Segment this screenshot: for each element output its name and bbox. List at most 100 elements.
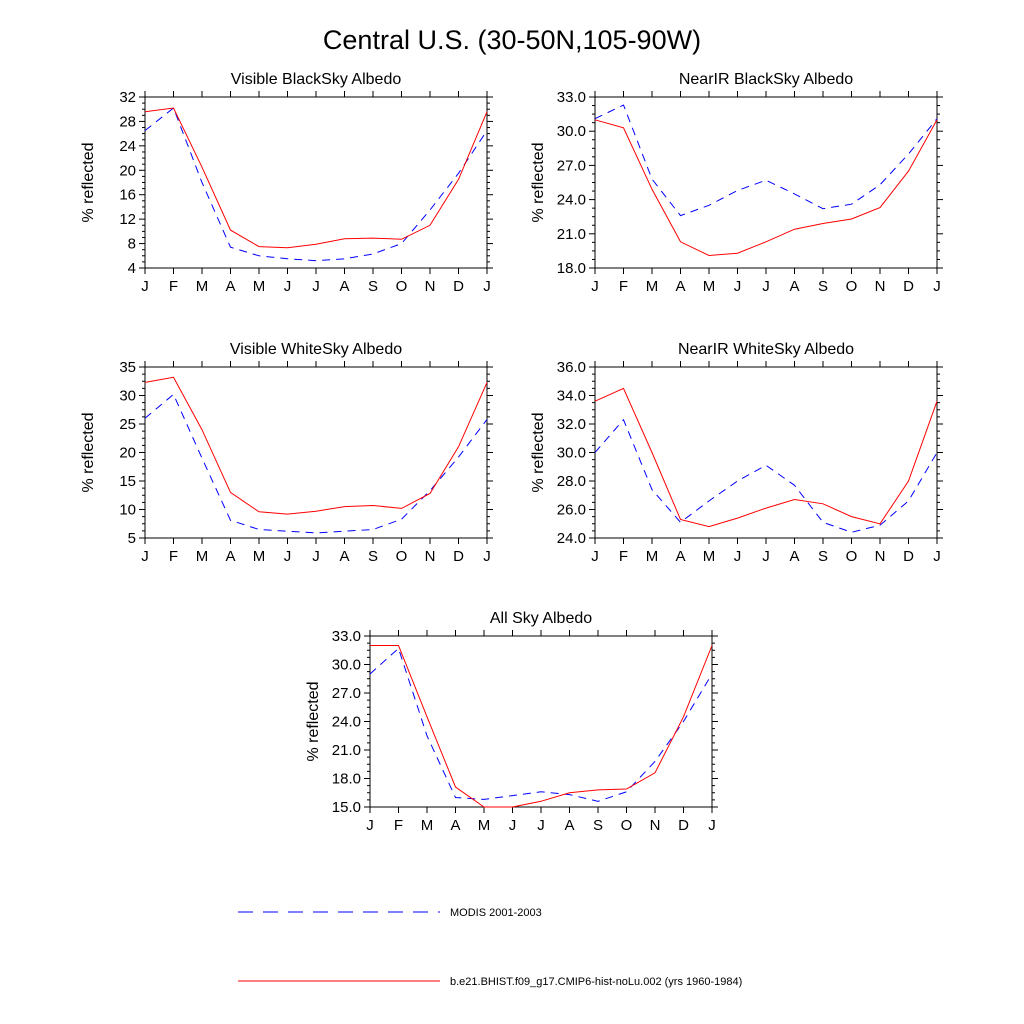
x-tick-label: N — [875, 278, 886, 295]
x-tick-label: A — [339, 278, 349, 295]
series-line-model — [144, 107, 488, 249]
x-tick-label: A — [675, 548, 685, 565]
x-tick-label: S — [368, 278, 378, 295]
y-tick-label: 27.0 — [557, 157, 586, 174]
x-tick-label: F — [394, 817, 403, 834]
x-tick-label: O — [396, 548, 408, 565]
x-tick-label: S — [818, 548, 828, 565]
panel-title: Visible BlackSky Albedo — [231, 71, 402, 88]
y-tick-label: 35 — [119, 359, 136, 376]
x-tick-label: N — [875, 548, 886, 565]
y-tick-label: 5 — [128, 530, 136, 547]
y-tick-label: 24.0 — [332, 714, 361, 731]
series-line-modis — [369, 647, 713, 802]
y-tick-label: 10 — [119, 502, 136, 519]
x-tick-label: S — [818, 278, 828, 295]
x-tick-label: O — [621, 817, 633, 834]
y-axis-label: % reflected — [530, 412, 547, 492]
legend: MODIS 2001-2003 b.e21.BHIST.f09_g17.CMIP… — [238, 907, 742, 988]
x-tick-label: N — [425, 548, 436, 565]
panel-title: NearIR BlackSky Albedo — [679, 71, 853, 88]
series-line-modis — [144, 107, 488, 262]
series-line-model — [594, 119, 938, 257]
x-tick-label: J — [483, 548, 491, 565]
y-tick-label: 30 — [119, 388, 136, 405]
series-line-modis — [594, 104, 938, 217]
y-tick-label: 25 — [119, 416, 136, 433]
x-tick-label: A — [564, 817, 574, 834]
x-tick-label: A — [789, 548, 799, 565]
x-tick-label: J — [591, 278, 599, 295]
x-tick-label: O — [846, 548, 858, 565]
x-tick-label: J — [509, 817, 517, 834]
x-tick-label: J — [591, 548, 599, 565]
y-tick-label: 32 — [119, 89, 136, 106]
y-tick-label: 21.0 — [557, 226, 586, 243]
x-tick-label: A — [789, 278, 799, 295]
x-tick-label: D — [903, 548, 914, 565]
x-tick-label: D — [678, 817, 689, 834]
x-tick-label: J — [762, 278, 770, 295]
y-tick-label: 32.0 — [557, 416, 586, 433]
x-tick-label: M — [421, 817, 434, 834]
panel-title: Visible WhiteSky Albedo — [230, 341, 402, 358]
series-line-model — [370, 645, 713, 808]
x-tick-label: J — [141, 278, 149, 295]
x-tick-label: O — [846, 278, 858, 295]
y-tick-label: 20 — [119, 445, 136, 462]
y-tick-label: 30.0 — [332, 657, 361, 674]
x-tick-label: J — [141, 548, 149, 565]
y-tick-label: 4 — [128, 260, 136, 277]
x-tick-label: M — [646, 548, 659, 565]
y-axis-label: % reflected — [530, 142, 547, 222]
x-tick-label: O — [396, 278, 408, 295]
x-tick-label: F — [169, 548, 178, 565]
x-tick-label: F — [169, 278, 178, 295]
x-tick-label: J — [933, 548, 941, 565]
y-tick-label: 16 — [119, 187, 136, 204]
y-axis-label: % reflected — [80, 142, 97, 222]
x-tick-label: M — [196, 548, 209, 565]
y-tick-label: 28.0 — [557, 473, 586, 490]
x-tick-label: S — [368, 548, 378, 565]
y-tick-label: 24 — [119, 138, 136, 155]
y-tick-label: 12 — [119, 211, 136, 228]
y-tick-label: 30.0 — [557, 123, 586, 140]
y-axis-label: % reflected — [80, 412, 97, 492]
x-tick-label: M — [703, 548, 716, 565]
panel-title: All Sky Albedo — [490, 610, 592, 627]
x-tick-label: J — [366, 817, 374, 834]
y-tick-label: 18.0 — [332, 771, 361, 788]
x-tick-label: M — [253, 548, 266, 565]
y-axis-label: % reflected — [305, 681, 322, 761]
x-tick-label: J — [762, 548, 770, 565]
y-tick-label: 36.0 — [557, 359, 586, 376]
y-tick-label: 15 — [119, 473, 136, 490]
y-tick-label: 21.0 — [332, 742, 361, 759]
plot-frame — [594, 366, 938, 539]
y-tick-label: 33.0 — [332, 628, 361, 645]
x-tick-label: J — [933, 278, 941, 295]
y-tick-label: 28 — [119, 113, 136, 130]
legend-label-model: b.e21.BHIST.f09_g17.CMIP6-hist-noLu.002 … — [450, 976, 742, 988]
x-tick-label: A — [450, 817, 460, 834]
x-tick-label: M — [478, 817, 491, 834]
y-tick-label: 24.0 — [557, 192, 586, 209]
series-line-modis — [594, 418, 938, 533]
x-tick-label: F — [619, 548, 628, 565]
y-tick-label: 26.0 — [557, 502, 586, 519]
plot-frame — [144, 366, 488, 539]
x-tick-label: D — [453, 548, 464, 565]
x-tick-label: J — [284, 548, 292, 565]
y-tick-label: 34.0 — [557, 388, 586, 405]
x-tick-label: D — [453, 278, 464, 295]
x-tick-label: A — [675, 278, 685, 295]
x-tick-label: A — [225, 548, 235, 565]
x-tick-label: S — [593, 817, 603, 834]
x-tick-label: D — [903, 278, 914, 295]
